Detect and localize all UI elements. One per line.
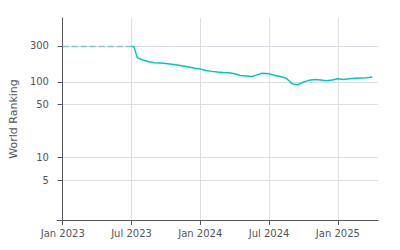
svg-text:100: 100	[30, 76, 49, 87]
svg-text:50: 50	[36, 99, 49, 110]
svg-text:World Ranking: World Ranking	[7, 79, 20, 159]
svg-text:10: 10	[36, 152, 49, 163]
svg-text:Jan 2024: Jan 2024	[177, 228, 222, 239]
svg-text:300: 300	[30, 40, 49, 51]
svg-text:5: 5	[43, 175, 49, 186]
svg-text:Jul 2024: Jul 2024	[248, 228, 290, 239]
svg-text:Jan 2023: Jan 2023	[40, 228, 85, 239]
svg-text:Jul 2023: Jul 2023	[110, 228, 152, 239]
svg-text:Jan 2025: Jan 2025	[315, 228, 360, 239]
